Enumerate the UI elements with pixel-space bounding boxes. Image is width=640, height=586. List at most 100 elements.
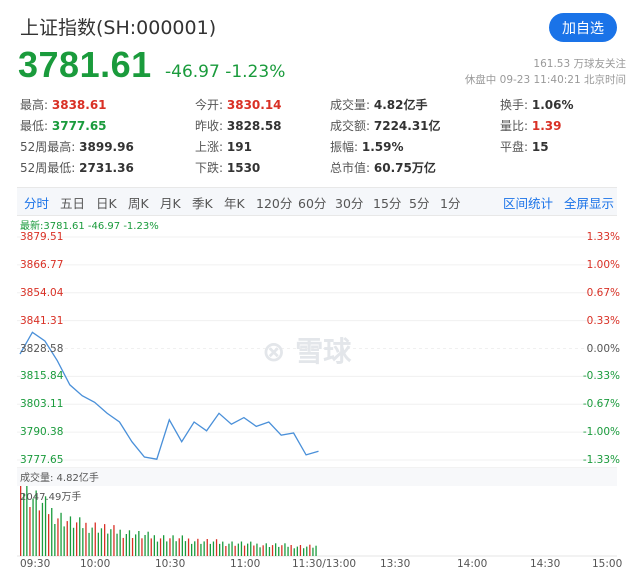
volume-bar <box>29 507 31 556</box>
quote-52wk-low: 52周最低: 2731.36 <box>20 161 134 175</box>
volume-bar <box>63 526 65 556</box>
quote-52wk-high: 52周最高: 3899.96 <box>20 140 134 154</box>
volume-bar <box>228 543 230 556</box>
volume-bar <box>38 510 40 556</box>
volume-bar <box>231 541 233 556</box>
tab-30min[interactable]: 30分 <box>335 196 364 211</box>
volume-bar <box>41 502 44 556</box>
volume-bar <box>159 538 162 556</box>
volume-bar <box>69 516 72 556</box>
percent-tick-label: 0.33% <box>586 314 620 327</box>
time-tick-label: 13:30 <box>380 558 411 570</box>
price-tick-label: 3866.77 <box>20 258 64 271</box>
volume-bar <box>203 541 205 556</box>
volume-bar <box>141 538 143 556</box>
volume-bar <box>60 512 62 556</box>
volume-bar <box>262 545 264 556</box>
volume-bar <box>219 543 221 556</box>
tab-1min[interactable]: 1分 <box>440 196 461 211</box>
chart-grid <box>17 236 617 557</box>
volume-bar <box>48 514 50 556</box>
volume-bar <box>44 496 47 556</box>
volume-bar <box>150 538 152 556</box>
time-tick-label: 15:00 <box>592 558 623 570</box>
volume-bar <box>240 541 243 556</box>
volume-bar <box>163 535 165 556</box>
volume-bar <box>125 534 127 556</box>
volume-bar <box>172 535 174 556</box>
tab-quarterly-k[interactable]: 季K <box>192 196 213 211</box>
percent-tick-label: -1.33% <box>582 454 620 466</box>
volume-bar <box>175 541 177 556</box>
volume-bar <box>234 545 236 556</box>
volume-bar <box>32 498 34 556</box>
tab-monthly-k[interactable]: 月K <box>160 196 181 211</box>
volume-bar <box>296 546 298 556</box>
tab-120min[interactable]: 120分 <box>256 196 293 211</box>
percent-tick-label: 0.67% <box>586 286 620 299</box>
tab-weekly-k[interactable]: 周K <box>128 196 149 211</box>
quote-low: 最低: 3777.65 <box>20 119 107 133</box>
volume-bar <box>197 538 199 556</box>
tab-15min[interactable]: 15分 <box>373 196 402 211</box>
volume-max: 2047.49万手 <box>20 492 82 503</box>
time-tick-label: 14:00 <box>457 558 488 570</box>
volume-bar <box>166 541 168 556</box>
tab-yearly-k[interactable]: 年K <box>224 196 245 211</box>
tab-5day[interactable]: 五日 <box>60 196 86 211</box>
tab-60min[interactable]: 60分 <box>298 196 327 211</box>
volume-bar <box>23 493 25 556</box>
time-tick-label: 09:30 <box>20 558 51 570</box>
followers-count: 161.53 万球友关注 <box>533 58 626 70</box>
time-tick-label: 14:30 <box>530 558 561 570</box>
quote-flat-count: 平盘: 15 <box>500 140 549 154</box>
volume-bar <box>57 518 59 556</box>
xueqiu-watermark-logo: ⊗ 雪球 <box>262 335 352 368</box>
volume-bar <box>278 546 280 556</box>
percent-tick-label: 1.33% <box>586 231 620 243</box>
volume-bar <box>35 490 37 556</box>
volume-label: 成交量: 4.82亿手 <box>20 473 99 484</box>
price-tick-label: 3841.31 <box>20 314 64 327</box>
stock-title: 上证指数(SH:000001) <box>20 17 217 39</box>
tab-daily-k[interactable]: 日K <box>96 196 117 211</box>
volume-bar <box>169 538 171 556</box>
volume-bars <box>20 486 317 556</box>
price-tick-label: 3854.04 <box>20 286 64 299</box>
range-stats-link[interactable]: 区间统计 <box>503 196 554 211</box>
percent-tick-label: 1.00% <box>586 258 620 271</box>
volume-bar <box>66 521 68 556</box>
quote-volume: 成交量: 4.82亿手 <box>330 98 428 112</box>
price-tick-label: 3828.58 <box>20 342 64 355</box>
volume-bar <box>184 541 187 556</box>
volume-bar <box>206 539 208 556</box>
tab-5min[interactable]: 5分 <box>409 196 430 211</box>
volume-bar <box>250 541 252 556</box>
volume-bar <box>215 539 218 556</box>
volume-bar <box>265 543 267 556</box>
volume-bar <box>97 532 99 556</box>
quote-up-count: 上涨: 191 <box>195 140 252 154</box>
volume-bar <box>209 543 211 556</box>
volume-bar <box>138 531 140 556</box>
quote-vol-ratio: 量比: 1.39 <box>500 119 562 133</box>
market-status: 休盘中 09-23 11:40:21 北京时间 <box>464 74 626 86</box>
fullscreen-link[interactable]: 全屏显示 <box>564 196 615 211</box>
add-watchlist-button[interactable]: 加自选 <box>549 13 617 42</box>
volume-bar <box>191 543 193 556</box>
volume-bar <box>91 527 93 556</box>
volume-bar <box>178 538 180 556</box>
volume-bar <box>200 543 202 556</box>
current-price: 3781.61 <box>18 44 152 85</box>
volume-bar <box>20 486 22 556</box>
volume-bar <box>281 545 283 556</box>
quote-open: 今开: 3830.14 <box>195 98 282 112</box>
time-tick-label: 11:30/13:00 <box>292 558 357 570</box>
price-tick-label: 3777.65 <box>20 454 64 466</box>
volume-bar <box>253 545 255 556</box>
tab-timeshare[interactable]: 分时 <box>24 196 50 211</box>
volume-bar <box>82 528 84 556</box>
volume-bar <box>88 532 90 556</box>
volume-bar <box>268 547 271 556</box>
